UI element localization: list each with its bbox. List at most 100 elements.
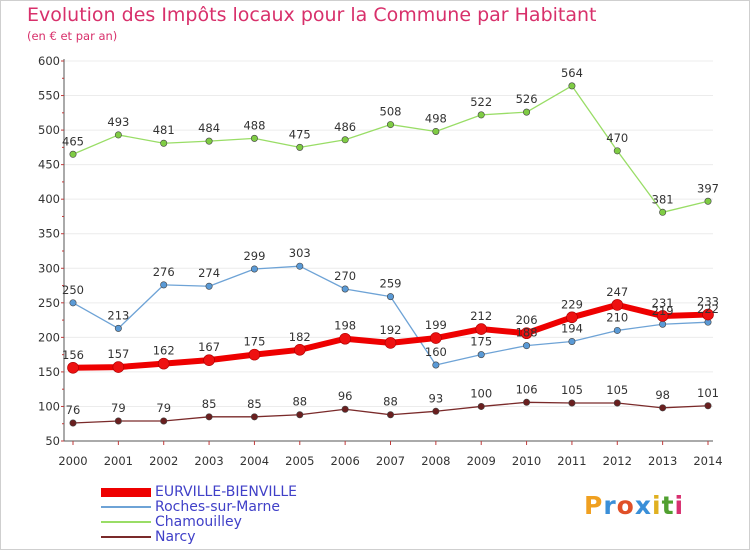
data-label: 508 [380,105,402,119]
data-label: 79 [156,401,171,415]
data-label: 213 [107,308,129,322]
data-label: 157 [107,347,129,361]
legend: EURVILLE-BIENVILLE Roches-sur-Marne Chamou… [101,484,361,545]
data-point [69,150,77,158]
x-tick-label: 2009 [467,454,496,468]
data-point [250,413,258,421]
x-tick-label: 2002 [149,454,178,468]
data-label: 106 [516,382,538,396]
data-label: 222 [697,302,719,316]
data-point [477,402,485,410]
data-point [613,399,621,407]
x-tick-label: 2013 [648,454,677,468]
data-point [160,139,168,147]
data-point [611,299,624,311]
data-label: 88 [383,395,398,409]
data-label: 229 [561,297,583,311]
data-label: 79 [111,401,126,415]
proxiti-logo: Proxiti [584,491,685,520]
legend-swatch [101,521,151,523]
data-label: 498 [425,111,447,125]
y-tick-label: 600 [38,54,60,68]
data-point [523,108,531,116]
series-2 [69,82,712,216]
x-tick-label: 2007 [376,454,405,468]
legend-swatch [101,536,151,538]
data-point [250,265,258,273]
data-label: 233 [697,295,719,309]
data-label: 175 [470,335,492,349]
data-point [205,413,213,421]
data-label: 212 [470,309,492,323]
data-point [477,111,485,119]
data-label: 231 [652,296,674,310]
data-label: 493 [107,115,129,129]
data-point [160,281,168,289]
data-point [613,326,621,334]
x-tick-label: 2006 [331,454,360,468]
data-label: 167 [198,340,220,354]
data-label: 101 [697,386,719,400]
data-point [205,282,213,290]
legend-label: Narcy [155,529,196,545]
y-tick-label: 300 [38,261,60,275]
data-label: 96 [338,389,353,403]
data-label: 274 [198,266,220,280]
data-label: 299 [243,249,265,263]
data-label: 76 [66,403,81,417]
data-point [203,354,215,366]
legend-item: Narcy [101,529,361,545]
data-point [523,342,531,350]
data-point [520,327,533,340]
data-point [250,134,258,142]
legend-swatch [101,488,151,497]
data-label: 210 [606,310,628,324]
data-label: 276 [153,265,175,279]
data-label: 194 [561,322,583,336]
x-tick-label: 2001 [104,454,133,468]
data-label: 162 [153,344,175,358]
data-point [67,361,79,374]
series-1 [69,262,712,369]
data-label: 470 [606,131,628,145]
data-label: 182 [289,330,311,344]
data-label: 270 [334,269,356,283]
data-label: 488 [243,118,265,132]
chart-title: Evolution des Impôts locaux pour la Comm… [27,4,597,26]
data-label: 250 [62,283,84,297]
y-tick-label: 400 [38,192,60,206]
legend-label: Roches-sur-Marne [155,499,280,515]
data-label: 465 [62,134,84,148]
legend-item: Roches-sur-Marne [101,499,361,515]
legend-swatch [101,506,151,508]
data-point [157,357,170,370]
data-point [568,82,576,90]
data-label: 481 [153,123,175,137]
data-point [432,407,440,415]
data-point [248,348,261,361]
data-point [341,136,349,144]
data-point [566,311,578,324]
data-point [293,343,306,356]
data-label: 93 [429,391,444,405]
data-label: 475 [289,127,311,141]
data-label: 156 [62,348,84,362]
data-label: 206 [516,313,538,327]
y-tick-label: 550 [38,89,60,103]
x-tick-label: 2011 [557,454,586,468]
data-point [341,405,349,413]
data-label: 192 [380,323,402,337]
data-point [477,351,485,359]
legend-item: EURVILLE-BIENVILLE [101,484,361,500]
data-point [659,404,667,412]
data-point [205,137,213,145]
legend-label: Chamouilley [155,514,242,530]
y-tick-label: 350 [38,227,60,241]
data-point [386,411,394,419]
data-point [704,197,712,205]
data-point [613,147,621,155]
data-label: 105 [606,383,628,397]
data-point [384,337,397,349]
data-label: 188 [516,326,538,340]
